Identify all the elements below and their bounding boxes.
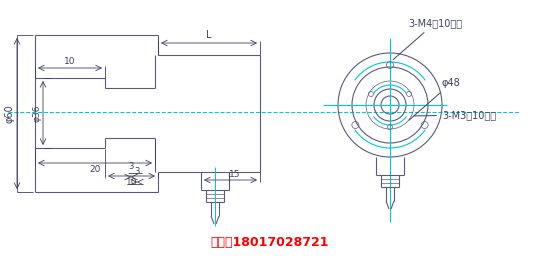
Text: φ60: φ60 — [5, 104, 15, 123]
Text: φ48: φ48 — [409, 78, 461, 120]
Text: 10: 10 — [126, 178, 137, 187]
Text: 15: 15 — [229, 170, 240, 179]
Text: 3-M3深10均布: 3-M3深10均布 — [414, 110, 496, 120]
Text: L: L — [207, 30, 212, 40]
Text: 3-M4深10均布: 3-M4深10均布 — [393, 18, 462, 60]
Text: 手机：18017028721: 手机：18017028721 — [211, 237, 329, 249]
Text: 10: 10 — [64, 57, 76, 66]
Text: φ36: φ36 — [32, 104, 41, 122]
Text: 20: 20 — [89, 165, 101, 174]
Text: 3: 3 — [128, 162, 134, 171]
Text: 3: 3 — [134, 167, 140, 176]
